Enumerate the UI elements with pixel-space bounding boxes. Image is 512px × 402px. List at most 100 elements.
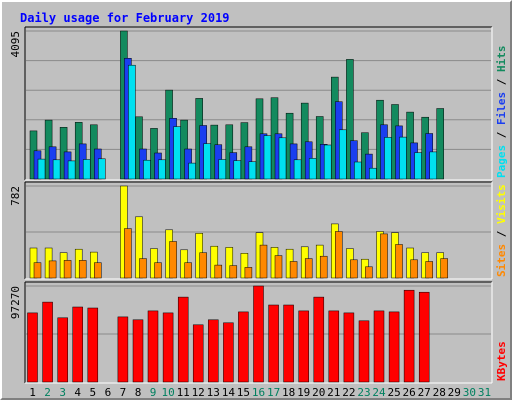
bar-sites-day-25 xyxy=(395,244,403,279)
bar-sites-day-17 xyxy=(274,255,283,279)
panel-hits-legend: Pages / Files / Hits xyxy=(495,46,508,179)
bar-pages-day-19 xyxy=(308,158,317,180)
bar-kbytes-day-25 xyxy=(388,311,400,383)
bar-kbytes-day-26 xyxy=(403,289,415,383)
bar-sites-day-24 xyxy=(380,233,388,279)
bar-sites-day-13 xyxy=(214,264,223,279)
bar-sites-day-1 xyxy=(33,262,42,279)
bar-kbytes-day-19 xyxy=(298,310,309,383)
bar-sites-day-26 xyxy=(410,259,418,279)
bar-sites-day-27 xyxy=(425,261,433,279)
day-label-25: 25 xyxy=(387,386,400,399)
bar-pages-day-7 xyxy=(128,64,136,180)
bar-visits-day-8 xyxy=(135,216,143,279)
legend-pages: Pages xyxy=(495,145,508,178)
day-label-18: 18 xyxy=(282,386,295,399)
bar-pages-day-22 xyxy=(354,161,362,180)
bar-hits-day-19 xyxy=(300,102,309,180)
day-label-13: 13 xyxy=(207,386,220,399)
bar-pages-day-14 xyxy=(233,160,242,180)
legend-separator: / xyxy=(495,224,508,244)
day-label-24: 24 xyxy=(372,386,386,399)
bar-kbytes-day-1 xyxy=(27,312,38,383)
bar-kbytes-day-4 xyxy=(72,306,83,383)
bar-sites-day-9 xyxy=(154,262,162,279)
bar-kbytes-day-18 xyxy=(283,304,294,383)
bar-pages-day-12 xyxy=(203,143,211,180)
bar-sites-day-10 xyxy=(169,241,177,279)
day-label-22: 22 xyxy=(342,386,355,399)
bar-kbytes-day-5 xyxy=(87,307,99,383)
bar-sites-day-5 xyxy=(94,262,102,279)
bar-kbytes-day-16 xyxy=(253,285,264,383)
day-label-23: 23 xyxy=(357,386,370,399)
day-label-3: 3 xyxy=(59,386,66,399)
bar-kbytes-day-9 xyxy=(147,310,159,383)
bar-pages-day-1 xyxy=(37,158,46,180)
day-label-30: 30 xyxy=(463,386,476,399)
day-label-12: 12 xyxy=(192,386,205,399)
bar-pages-day-16 xyxy=(263,135,272,180)
legend-kbytes: KBytes xyxy=(495,341,508,381)
day-label-26: 26 xyxy=(402,386,415,399)
bar-kbytes-day-3 xyxy=(57,317,68,383)
bar-pages-day-17 xyxy=(278,137,287,180)
bar-sites-day-7 xyxy=(124,228,132,279)
day-label-31: 31 xyxy=(478,386,491,399)
bar-sites-day-11 xyxy=(184,262,192,279)
bar-sites-day-28 xyxy=(440,258,448,279)
day-label-27: 27 xyxy=(418,386,431,399)
bar-visits-day-15 xyxy=(240,253,249,279)
legend-separator: / xyxy=(495,72,508,92)
bar-visits-day-14 xyxy=(225,247,234,279)
bar-pages-day-18 xyxy=(293,159,302,180)
bar-sites-day-3 xyxy=(63,260,72,279)
day-label-28: 28 xyxy=(433,386,446,399)
bar-pages-day-9 xyxy=(158,159,166,180)
day-label-21: 21 xyxy=(327,386,340,399)
bar-kbytes-day-10 xyxy=(162,312,174,383)
bar-kbytes-day-13 xyxy=(208,319,219,383)
bar-pages-day-26 xyxy=(414,152,422,180)
bar-hits-day-22 xyxy=(346,59,354,180)
day-label-16: 16 xyxy=(252,386,265,399)
bar-sites-day-15 xyxy=(244,267,253,279)
legend-sites: Sites xyxy=(495,244,508,277)
bar-pages-day-5 xyxy=(98,158,106,180)
day-label-2: 2 xyxy=(44,386,51,399)
chart-title: Daily usage for February 2019 xyxy=(20,11,230,25)
day-label-5: 5 xyxy=(89,386,96,399)
bar-sites-day-18 xyxy=(289,261,298,279)
bar-kbytes-day-21 xyxy=(328,310,340,383)
bar-sites-day-12 xyxy=(199,252,207,279)
day-label-14: 14 xyxy=(222,386,236,399)
bar-pages-day-11 xyxy=(188,162,196,180)
bar-pages-day-8 xyxy=(143,159,151,180)
legend-visits: Visits xyxy=(495,184,508,224)
bar-pages-day-4 xyxy=(82,159,91,180)
bar-kbytes-day-17 xyxy=(268,304,279,383)
bar-sites-day-14 xyxy=(229,265,238,279)
bar-sites-day-19 xyxy=(304,258,313,279)
bar-files-day-23 xyxy=(365,153,373,180)
day-label-6: 6 xyxy=(105,386,112,399)
bar-pages-day-15 xyxy=(248,161,257,180)
panel-sites-max-label: 782 xyxy=(9,186,22,206)
day-label-9: 9 xyxy=(150,386,157,399)
bar-sites-day-2 xyxy=(48,260,57,279)
panel-hits-max-label: 4095 xyxy=(9,31,22,58)
day-label-11: 11 xyxy=(177,386,190,399)
bar-kbytes-day-2 xyxy=(42,301,53,383)
panel-kbytes-max-label: 97270 xyxy=(9,286,22,319)
legend-separator: / xyxy=(495,125,508,145)
bar-kbytes-day-20 xyxy=(313,296,325,383)
bar-visits-day-13 xyxy=(210,245,219,279)
day-label-4: 4 xyxy=(74,386,81,399)
bar-kbytes-day-22 xyxy=(343,312,355,383)
day-label-29: 29 xyxy=(448,386,461,399)
day-label-19: 19 xyxy=(297,386,310,399)
day-label-7: 7 xyxy=(120,386,127,399)
bar-sites-day-23 xyxy=(365,266,373,279)
